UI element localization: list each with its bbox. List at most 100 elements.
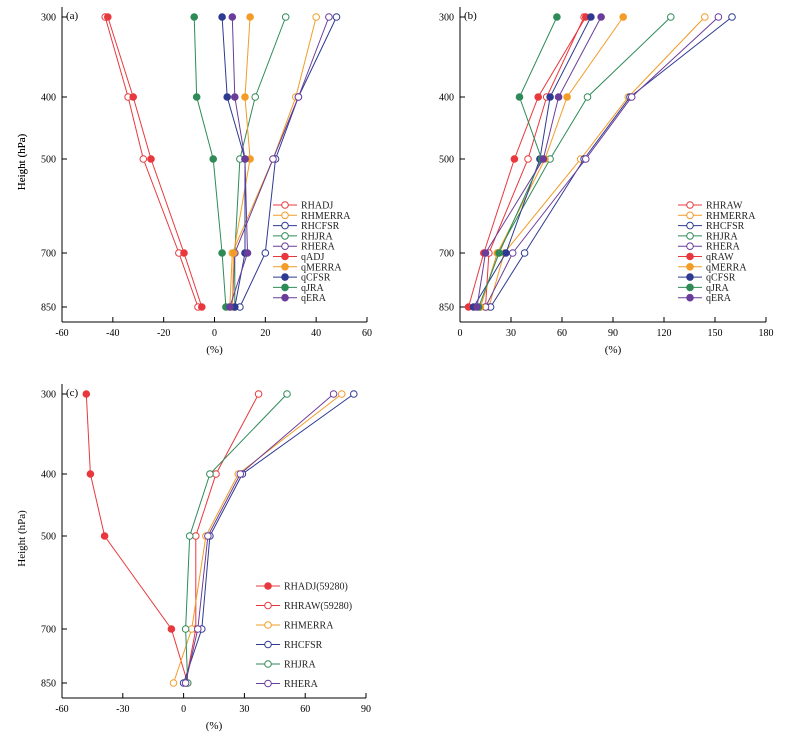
data-point (185, 532, 194, 540)
data-point (241, 155, 249, 163)
data-point (508, 249, 517, 257)
x-tick-label: 0 (458, 328, 463, 339)
data-point (206, 470, 214, 478)
legend-marker (281, 211, 289, 220)
series-qera (473, 13, 605, 311)
y-tick-label: 500 (41, 155, 56, 166)
data-point (226, 303, 234, 311)
data-point (181, 625, 190, 633)
series-rhjra (231, 13, 290, 311)
y-axis-title: Height (hPa) (16, 510, 28, 567)
data-point (198, 303, 206, 311)
data-point (246, 13, 254, 21)
legend-marker (686, 273, 694, 281)
x-tick-label: 150 (708, 328, 723, 339)
series-line (485, 16, 719, 308)
data-point (524, 155, 532, 163)
legend-label: RHRAW(59280) (284, 601, 352, 612)
data-point (209, 155, 217, 163)
data-point (294, 93, 303, 101)
y-tick-label: 700 (41, 249, 56, 260)
legend-marker (686, 263, 694, 271)
legend-label: qCFSR (301, 273, 331, 284)
y-axis-title: Height (hPa) (16, 133, 28, 190)
legend-marker (281, 252, 289, 261)
legend-marker (264, 640, 272, 649)
y-tick-label: 500 (41, 532, 56, 543)
series-rhadj-59280- (82, 390, 192, 687)
legend-marker (686, 283, 694, 292)
data-point (139, 155, 148, 163)
data-point (218, 249, 226, 257)
panel-label: (c) (66, 387, 79, 399)
x-tick-label: -40 (106, 328, 119, 339)
data-point (243, 249, 252, 257)
x-axis-title: (%) (206, 720, 223, 732)
data-point (167, 625, 176, 633)
legend-label: RHADJ (301, 201, 333, 212)
x-tick-label: 30 (239, 704, 249, 715)
data-point (190, 13, 198, 21)
panel-label: (a) (66, 10, 79, 22)
legend-label: qJRA (706, 283, 730, 294)
y-tick-label: 700 (41, 625, 56, 636)
data-point (619, 13, 628, 21)
x-tick-label: -60 (55, 704, 68, 715)
x-tick-label: -60 (55, 328, 68, 339)
series-qcfsr (469, 13, 595, 311)
legend-label: RHADJ(59280) (284, 582, 348, 593)
data-point (728, 13, 736, 21)
data-point (169, 679, 178, 687)
series-line (479, 16, 672, 308)
y-tick-label: 400 (41, 93, 56, 104)
legend-label: RHJRA (301, 231, 333, 242)
y-tick-label: 850 (41, 303, 56, 314)
y-tick-label: 300 (41, 390, 56, 401)
data-point (228, 13, 237, 21)
legend-label: RHJRA (284, 660, 316, 671)
legend-marker (686, 293, 694, 302)
data-point (251, 93, 259, 101)
data-point (325, 13, 333, 21)
series-line (107, 16, 203, 308)
data-point (587, 13, 595, 21)
legend: RHADJRHMERRARHCFSRRHJRARHERAqADJqMERRAqC… (273, 201, 351, 304)
data-point (350, 390, 358, 398)
data-point (223, 93, 231, 101)
data-point (204, 532, 212, 540)
legend-label: qADJ (301, 252, 324, 263)
series-rhcfsr (486, 13, 736, 311)
legend-label: qMERRA (301, 262, 342, 273)
data-point (534, 93, 543, 101)
x-tick-label: 20 (260, 328, 270, 339)
x-tick-label: -20 (157, 328, 170, 339)
legend-label: RHCFSR (301, 221, 340, 232)
legend-label: RHERA (706, 242, 741, 253)
legend-marker (281, 263, 289, 271)
data-point (714, 13, 723, 21)
series-line (85, 393, 189, 684)
data-point (180, 249, 188, 257)
legend-label: RHMERRA (284, 621, 334, 632)
data-point (520, 249, 529, 257)
y-tick-label: 850 (41, 679, 56, 690)
x-tick-label: 40 (311, 328, 321, 339)
legend-marker (281, 201, 289, 209)
series-qadj (104, 13, 206, 311)
data-point (147, 155, 155, 163)
data-point (667, 13, 675, 21)
x-tick-label: 0 (181, 704, 186, 715)
data-point (582, 155, 590, 163)
x-axis-title: (%) (605, 344, 622, 356)
series-qera (226, 13, 252, 311)
data-point (129, 93, 137, 101)
series-line (193, 16, 227, 308)
legend-marker (264, 582, 272, 590)
legend-label: qJRA (301, 283, 325, 294)
data-point (502, 249, 510, 257)
legend-marker (686, 221, 694, 230)
legend-label: RHERA (301, 242, 336, 253)
x-tick-label: 0 (212, 328, 217, 339)
